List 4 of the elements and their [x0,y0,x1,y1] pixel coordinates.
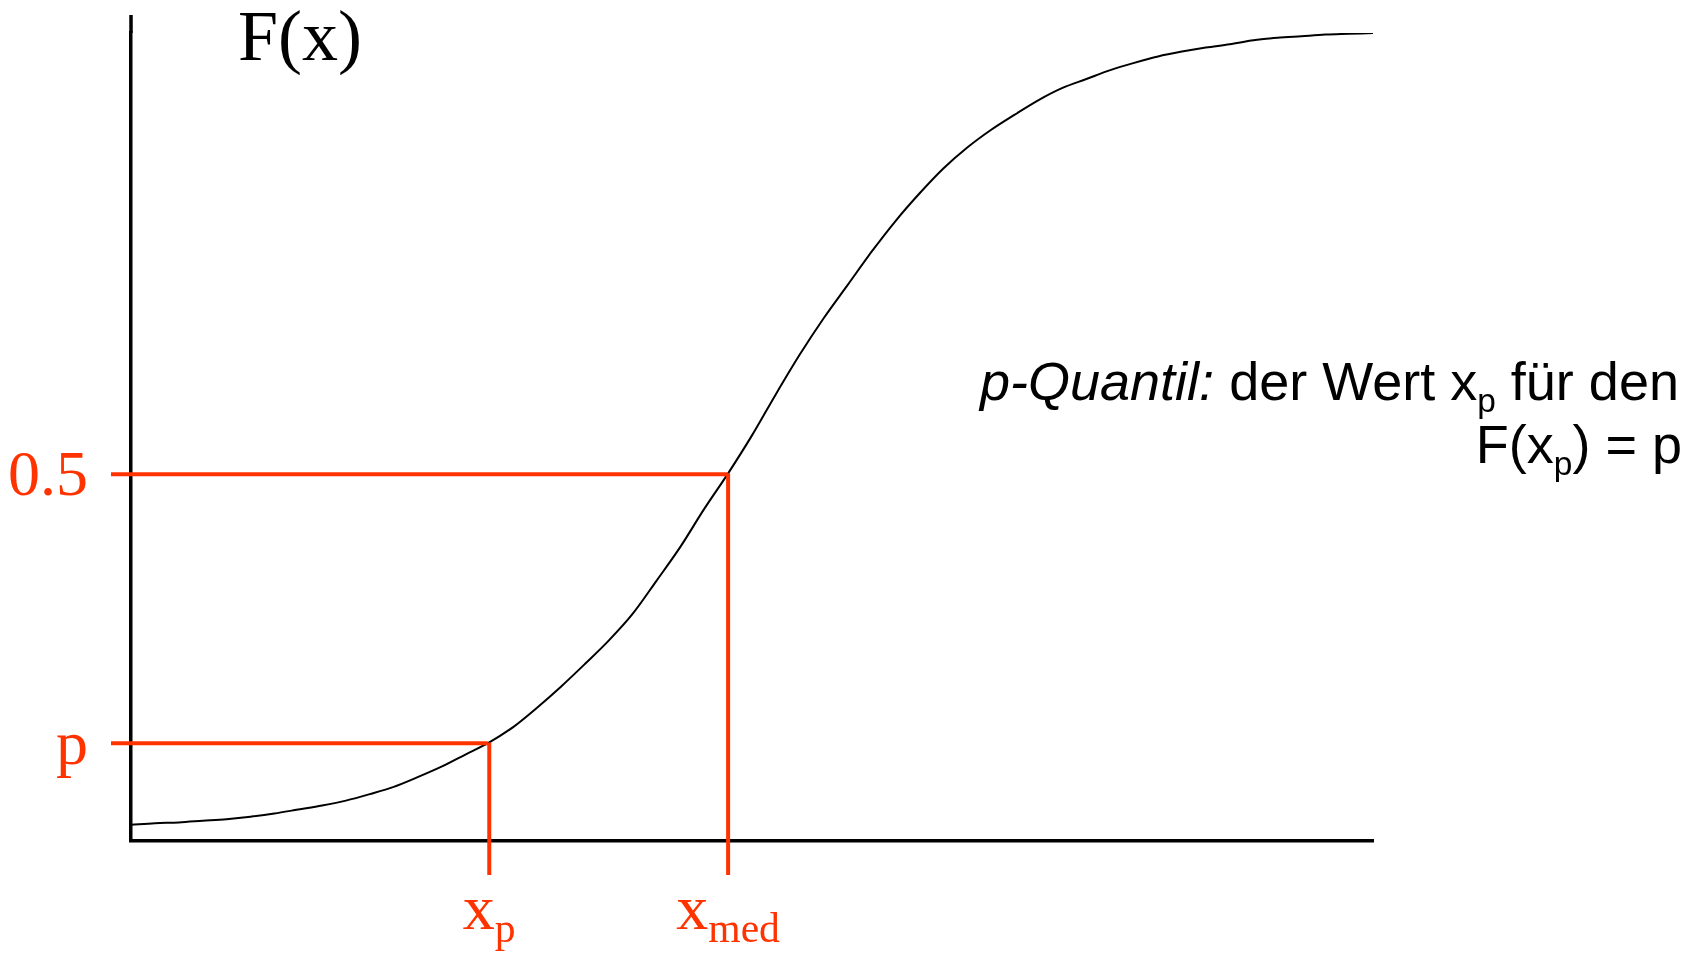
annotation: p-Quantil: der Wert x$_{p}$ für den F(x$_{p}$) = p [980,351,1682,482]
ref-line-label: p [56,707,88,779]
y-axis-title: F(x) [238,0,362,76]
ref-line-label: 0.5 [8,438,88,510]
